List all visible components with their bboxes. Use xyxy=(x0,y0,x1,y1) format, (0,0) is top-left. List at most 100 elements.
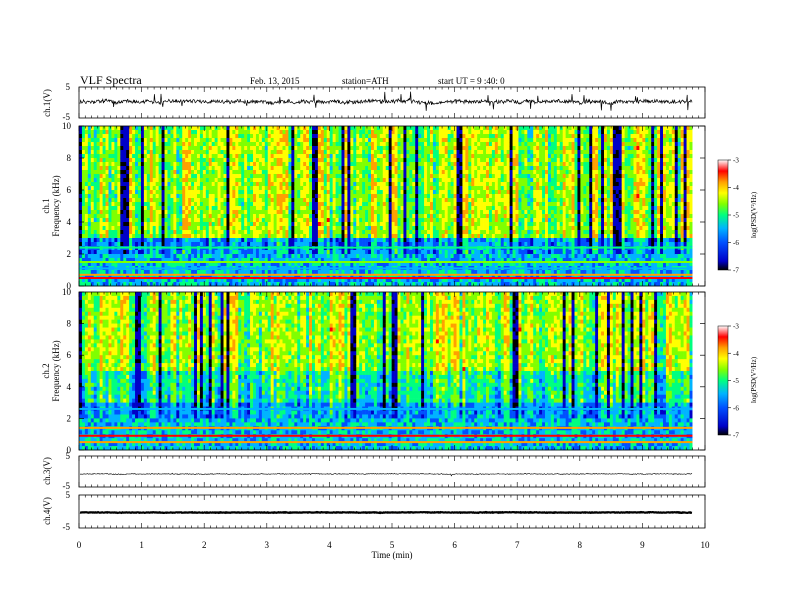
spec1-cell xyxy=(264,194,269,199)
spec1-cell xyxy=(90,238,95,243)
spec1-cell xyxy=(394,274,398,279)
spec1-cell xyxy=(90,214,95,219)
spec1-cell xyxy=(188,162,192,167)
spec1-cell xyxy=(108,158,112,163)
spec1-cell xyxy=(397,134,401,139)
spec1-cell xyxy=(335,258,339,263)
spec1-cell xyxy=(276,166,280,171)
spec1-cell xyxy=(129,234,133,239)
spec1-cell xyxy=(335,206,339,211)
spec1-cell xyxy=(438,186,443,191)
spec1-cell xyxy=(341,226,345,231)
spec1-cell xyxy=(247,270,251,275)
spec1-cell xyxy=(108,162,112,167)
spec1-cell xyxy=(347,202,351,207)
spec1-cell xyxy=(188,190,192,195)
spec1-cell xyxy=(258,218,263,223)
spec1-cell xyxy=(421,174,425,179)
spec1-cell xyxy=(424,202,428,207)
spec1-cell xyxy=(306,190,310,195)
spec1-cell xyxy=(182,146,186,151)
spec1-cell xyxy=(391,162,395,167)
spec1-cell xyxy=(229,198,233,203)
spec1-cell xyxy=(211,146,215,151)
spec1-cell xyxy=(394,210,398,215)
spec1-cell xyxy=(126,174,130,179)
spec1-cell xyxy=(273,182,277,187)
spec1-cell xyxy=(132,262,136,267)
spec1-cell xyxy=(317,250,322,255)
spec1-cell xyxy=(441,210,446,215)
spec1-cell xyxy=(120,190,124,195)
spec1-cell xyxy=(359,202,363,207)
spec1-cell xyxy=(152,146,156,151)
spec1-cell xyxy=(135,270,139,275)
spec1-cell xyxy=(300,258,304,263)
spec1-cell xyxy=(188,170,192,175)
spec1-cell xyxy=(241,142,245,147)
spec1-cell xyxy=(120,222,124,227)
spec1-cell xyxy=(332,174,336,179)
spec1-cell xyxy=(314,218,319,223)
spec1-cell xyxy=(152,242,156,247)
spec1-cell xyxy=(211,278,215,283)
spec1-cell xyxy=(362,178,366,183)
spec1-cell xyxy=(344,158,348,163)
spec1-cell xyxy=(211,138,215,143)
spec1-cell xyxy=(288,138,292,143)
spec1-cell xyxy=(347,130,351,135)
spec1-cell xyxy=(427,150,431,155)
spec1-cell xyxy=(432,254,437,259)
spec1-cell xyxy=(341,270,345,275)
spec1-cell xyxy=(406,242,410,247)
spec1-cell xyxy=(424,250,428,255)
spec1-cell xyxy=(291,126,295,131)
spec1-cell xyxy=(117,170,121,175)
spec1-cell xyxy=(117,182,121,187)
spec1-cell xyxy=(418,278,422,283)
spec1-cell xyxy=(135,218,139,223)
spec1-cell xyxy=(217,142,221,147)
spec1-cell xyxy=(391,142,395,147)
spec1-cell xyxy=(199,206,204,211)
spec1-cell xyxy=(400,254,404,259)
spec1-cell xyxy=(188,166,192,171)
spec1-cell xyxy=(412,262,416,267)
spec1-cell xyxy=(438,158,443,163)
spec1-cell xyxy=(294,162,298,167)
spec1-cell xyxy=(90,202,95,207)
spec1-cell xyxy=(238,166,242,171)
spec1-cell xyxy=(320,166,325,171)
spec1-cell xyxy=(111,282,115,287)
spec1-cell xyxy=(84,190,89,195)
spec1-cell xyxy=(223,250,227,255)
spec1-cell xyxy=(226,274,230,279)
spec1-cell xyxy=(129,126,133,131)
spec1-cell xyxy=(170,250,174,255)
spec1-cell xyxy=(353,250,357,255)
spec1-cell xyxy=(273,174,277,179)
spec1-cell xyxy=(196,218,201,223)
spec1-cell xyxy=(261,250,266,255)
spec1-cell xyxy=(114,138,118,143)
spec1-cell xyxy=(188,130,192,135)
spec1-cell xyxy=(438,178,443,183)
spec1-cell xyxy=(347,150,351,155)
spec1-cell xyxy=(258,150,263,155)
spec1-cell xyxy=(406,162,410,167)
spec1-cell xyxy=(158,150,162,155)
spec1-cell xyxy=(317,258,322,263)
spec1-cell xyxy=(403,178,407,183)
spec1-cell xyxy=(329,138,333,143)
spec1-cell xyxy=(220,230,224,235)
spec1-cell xyxy=(415,242,419,247)
spec1-cell xyxy=(320,242,325,247)
spec1-cell xyxy=(182,198,186,203)
spec1-cell xyxy=(356,130,360,135)
spec1-cell xyxy=(429,210,434,215)
spec1-cell xyxy=(276,226,280,231)
spec1-cell xyxy=(323,210,328,215)
spec1-cell xyxy=(79,238,83,243)
spec1-cell xyxy=(415,158,419,163)
spec1-cell xyxy=(376,258,381,263)
